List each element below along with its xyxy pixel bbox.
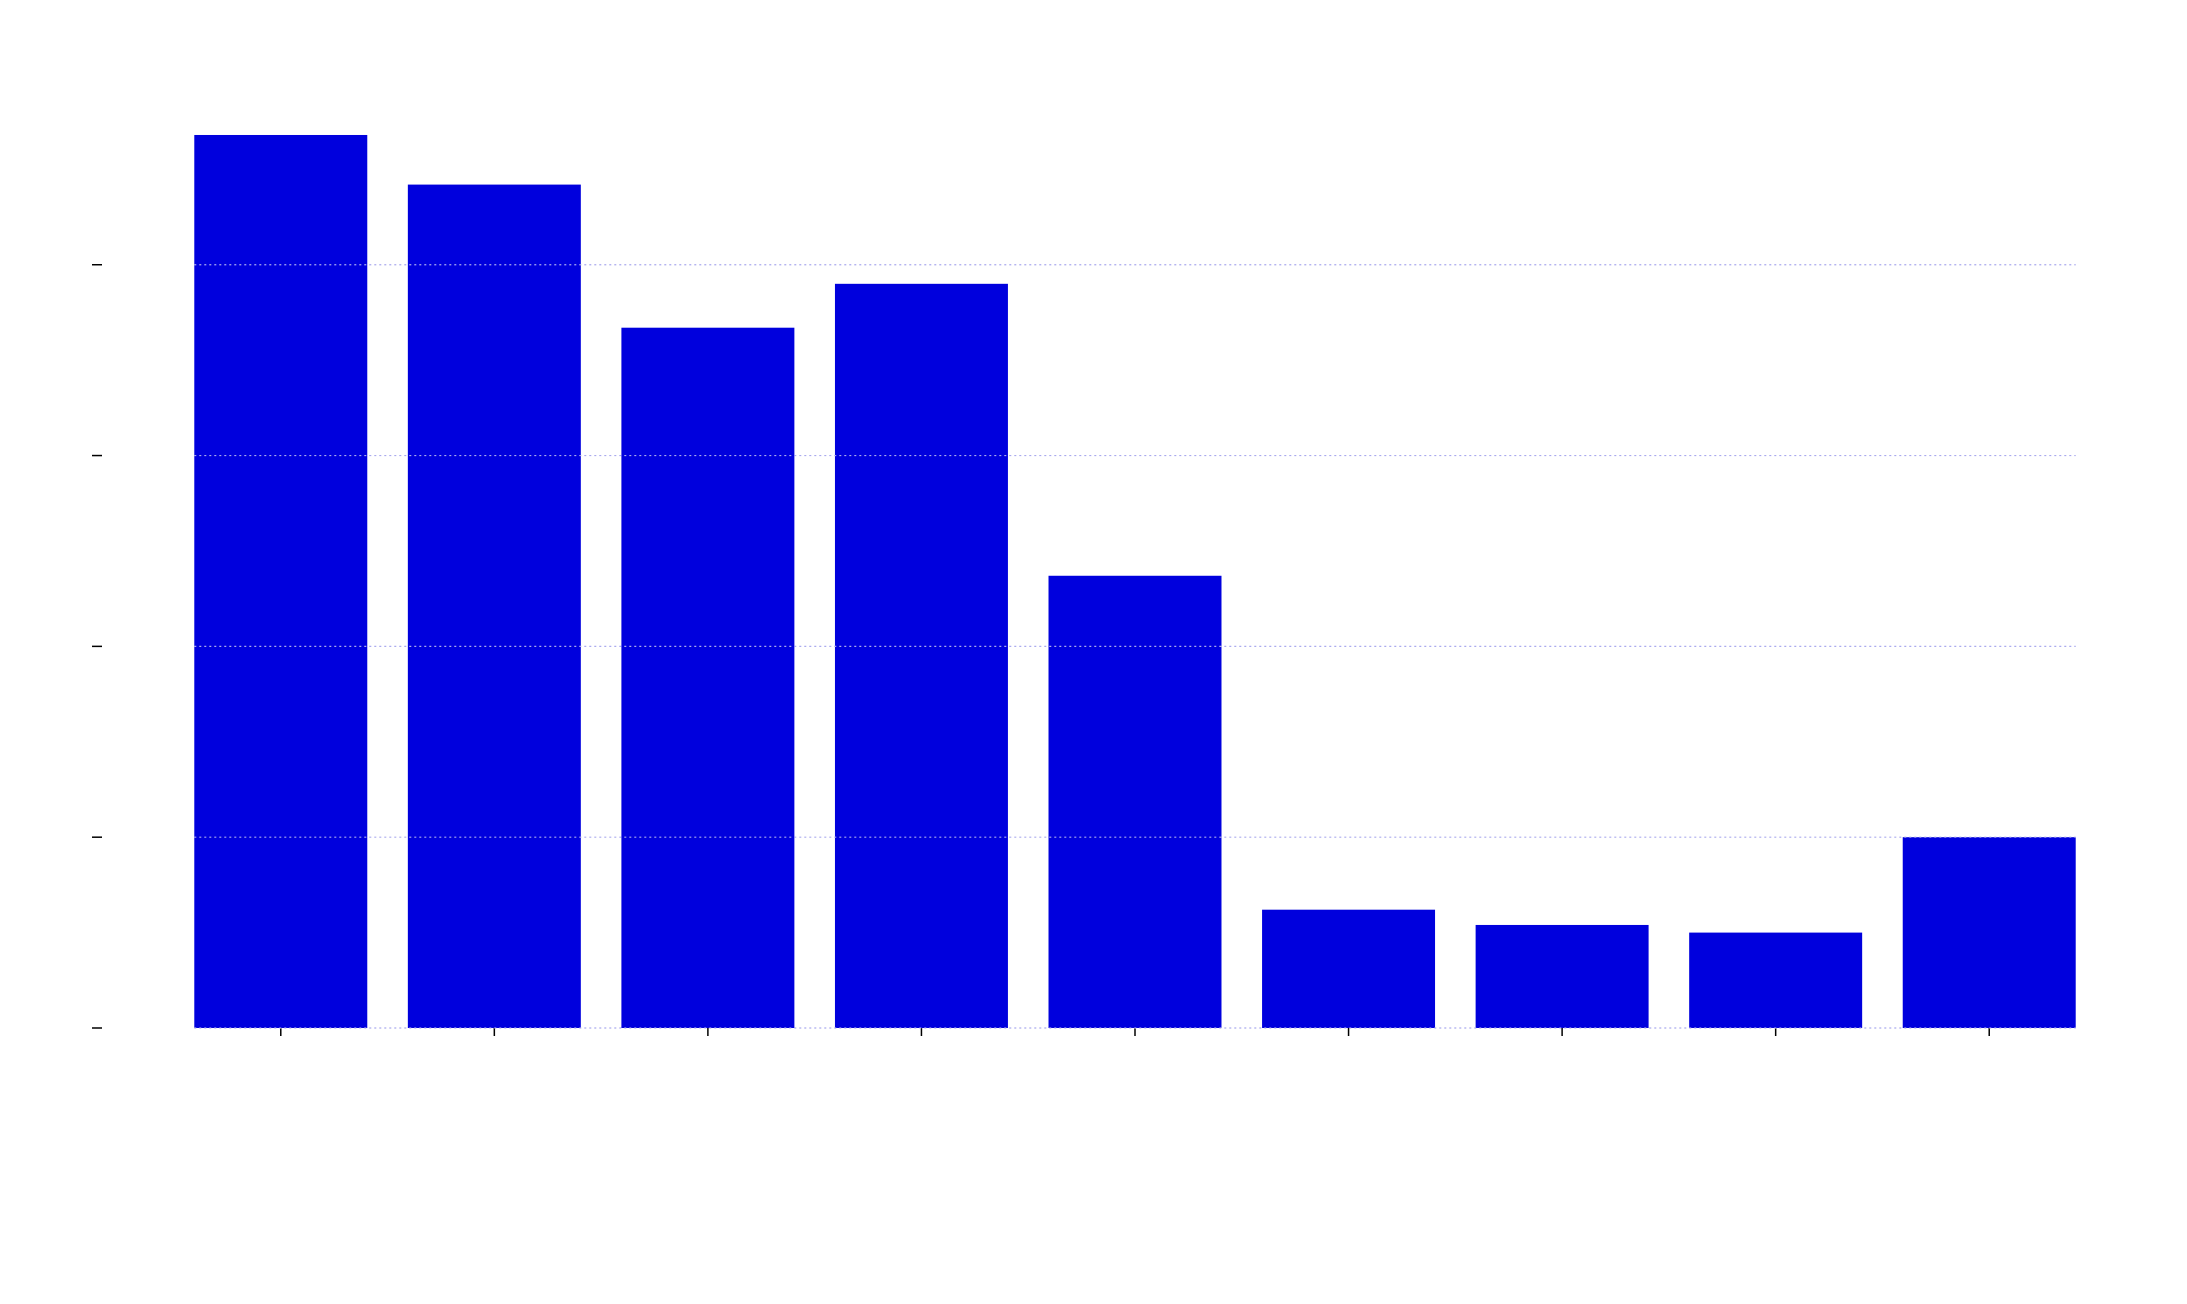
bar <box>834 283 1008 1029</box>
bar <box>194 134 368 1028</box>
bar <box>621 327 795 1028</box>
bar <box>1902 837 2076 1028</box>
bar <box>407 184 581 1028</box>
bar <box>1048 575 1222 1028</box>
bar <box>1689 932 1863 1028</box>
bar <box>1262 909 1436 1028</box>
bar <box>1475 924 1649 1028</box>
